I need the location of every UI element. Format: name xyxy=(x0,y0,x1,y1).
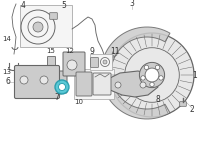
Text: 5: 5 xyxy=(61,1,66,10)
FancyBboxPatch shape xyxy=(14,66,60,98)
Text: 2: 2 xyxy=(189,105,194,113)
FancyBboxPatch shape xyxy=(63,52,85,76)
Text: 15: 15 xyxy=(47,48,55,54)
Text: 14: 14 xyxy=(2,36,11,42)
Circle shape xyxy=(20,76,28,84)
FancyBboxPatch shape xyxy=(74,69,114,99)
Circle shape xyxy=(103,60,107,64)
Polygon shape xyxy=(108,71,158,97)
Circle shape xyxy=(125,48,179,102)
FancyBboxPatch shape xyxy=(55,71,67,93)
FancyBboxPatch shape xyxy=(50,13,57,19)
Circle shape xyxy=(145,68,159,82)
Text: 1: 1 xyxy=(192,71,197,80)
Text: 3: 3 xyxy=(130,0,134,9)
Text: 13: 13 xyxy=(2,69,11,75)
Circle shape xyxy=(155,65,160,70)
FancyBboxPatch shape xyxy=(48,56,56,66)
Circle shape xyxy=(115,82,121,88)
Text: 6: 6 xyxy=(5,77,10,86)
Text: 9: 9 xyxy=(90,46,95,56)
FancyBboxPatch shape xyxy=(180,102,186,106)
Circle shape xyxy=(159,76,163,80)
Text: 8: 8 xyxy=(156,95,160,103)
Circle shape xyxy=(144,65,149,70)
FancyBboxPatch shape xyxy=(90,54,112,70)
Text: 10: 10 xyxy=(74,99,83,105)
Text: 11: 11 xyxy=(110,46,120,56)
Circle shape xyxy=(67,60,77,70)
Circle shape xyxy=(55,80,69,94)
Circle shape xyxy=(40,76,48,84)
FancyBboxPatch shape xyxy=(93,73,111,95)
Text: 12: 12 xyxy=(66,48,74,54)
FancyBboxPatch shape xyxy=(20,5,72,47)
Circle shape xyxy=(141,76,145,80)
FancyBboxPatch shape xyxy=(76,72,92,96)
Circle shape xyxy=(150,82,154,87)
Circle shape xyxy=(33,22,43,32)
FancyBboxPatch shape xyxy=(91,58,98,67)
Text: 4: 4 xyxy=(21,1,26,10)
Circle shape xyxy=(140,82,146,88)
Polygon shape xyxy=(101,27,170,119)
Text: 7: 7 xyxy=(55,92,59,101)
Circle shape xyxy=(110,33,194,117)
Circle shape xyxy=(58,83,66,91)
Circle shape xyxy=(139,62,165,88)
